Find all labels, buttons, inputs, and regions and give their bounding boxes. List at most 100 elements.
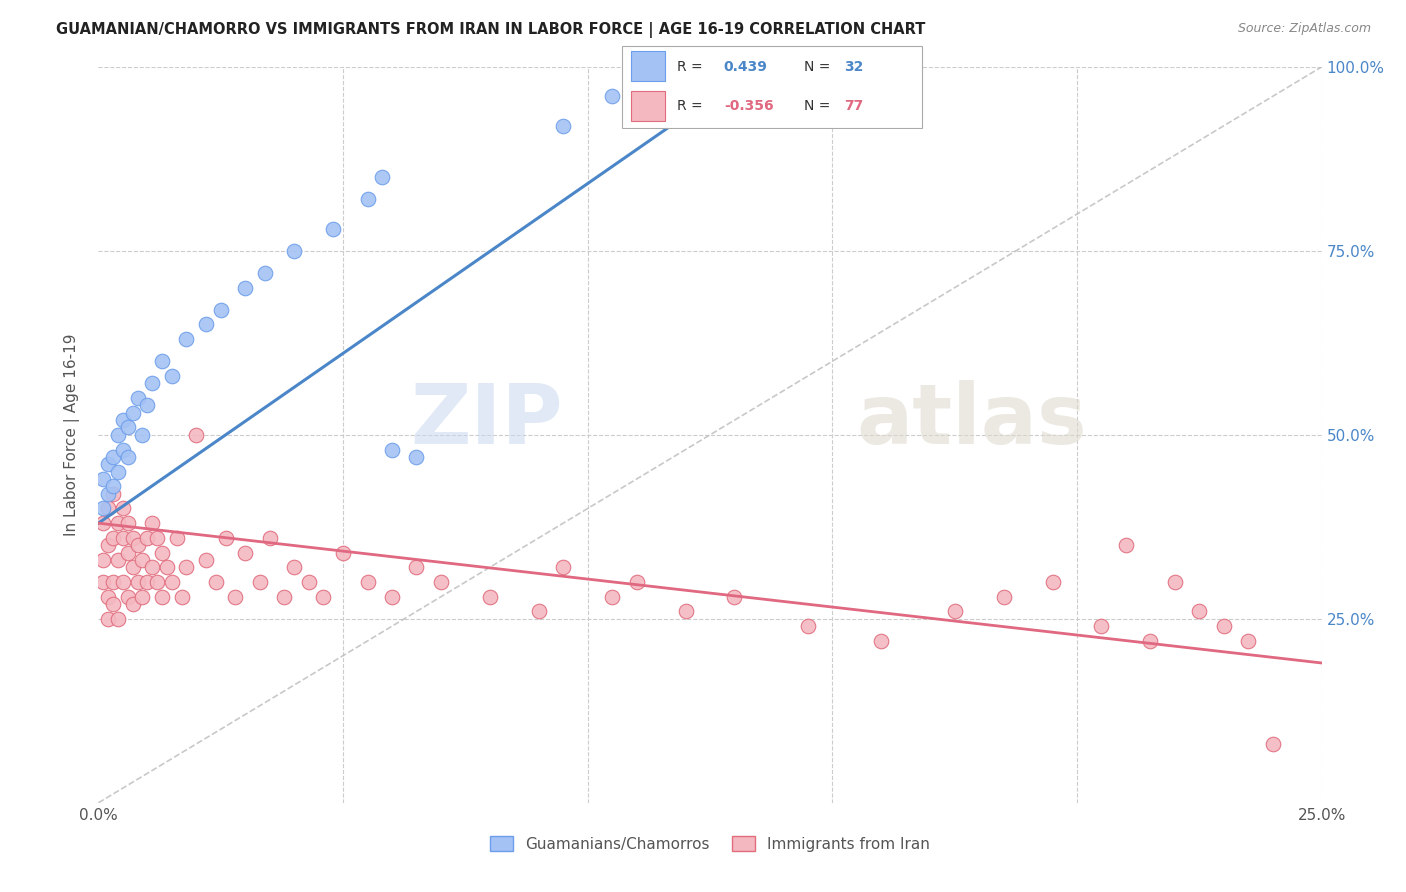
Point	[381, 590, 404, 604]
Text: -0.356: -0.356	[724, 100, 773, 113]
Point	[943, 605, 966, 619]
Point	[136, 531, 159, 545]
Point	[111, 413, 134, 427]
Text: 0.439: 0.439	[724, 60, 768, 74]
Point	[600, 590, 623, 604]
Point	[1164, 575, 1187, 590]
Point	[527, 605, 550, 619]
Point	[723, 590, 745, 604]
Point	[117, 590, 139, 604]
Point	[160, 575, 183, 590]
Point	[797, 619, 820, 633]
Point	[141, 376, 163, 391]
Point	[91, 553, 114, 567]
Text: GUAMANIAN/CHAMORRO VS IMMIGRANTS FROM IRAN IN LABOR FORCE | AGE 16-19 CORRELATIO: GUAMANIAN/CHAMORRO VS IMMIGRANTS FROM IR…	[56, 22, 925, 38]
Point	[101, 531, 124, 545]
Point	[209, 302, 232, 317]
Point	[111, 501, 134, 516]
Point	[97, 612, 120, 626]
Text: 32: 32	[845, 60, 863, 74]
Point	[91, 501, 114, 516]
FancyBboxPatch shape	[631, 52, 665, 81]
Point	[259, 531, 281, 545]
Point	[600, 89, 623, 103]
Point	[298, 575, 321, 590]
Point	[101, 479, 124, 493]
Point	[97, 538, 120, 552]
Point	[150, 545, 173, 560]
FancyBboxPatch shape	[631, 91, 665, 120]
Point	[273, 590, 295, 604]
Point	[160, 369, 183, 384]
Point	[127, 538, 149, 552]
Point	[107, 516, 129, 530]
Point	[626, 575, 648, 590]
Point	[1212, 619, 1234, 633]
Point	[283, 560, 305, 574]
Point	[127, 575, 149, 590]
Point	[224, 590, 246, 604]
Point	[553, 560, 575, 574]
Point	[675, 605, 697, 619]
Point	[1188, 605, 1211, 619]
Point	[1139, 633, 1161, 648]
Point	[150, 590, 173, 604]
Point	[1115, 538, 1137, 552]
Point	[141, 560, 163, 574]
Point	[371, 170, 394, 185]
Point	[111, 575, 134, 590]
Point	[312, 590, 335, 604]
Point	[107, 612, 129, 626]
Point	[214, 531, 236, 545]
Point	[1042, 575, 1064, 590]
Point	[117, 420, 139, 434]
Point	[121, 560, 143, 574]
Point	[150, 354, 173, 368]
Point	[127, 391, 149, 405]
Point	[233, 545, 256, 560]
Point	[121, 597, 143, 611]
Point	[249, 575, 271, 590]
Legend: Guamanians/Chamorros, Immigrants from Iran: Guamanians/Chamorros, Immigrants from Ir…	[484, 830, 936, 858]
Point	[166, 531, 188, 545]
Point	[156, 560, 179, 574]
FancyBboxPatch shape	[621, 46, 922, 128]
Point	[101, 450, 124, 464]
Point	[253, 266, 276, 280]
Point	[381, 442, 404, 457]
Point	[1090, 619, 1112, 633]
Point	[131, 553, 153, 567]
Point	[870, 633, 893, 648]
Point	[332, 545, 354, 560]
Point	[141, 516, 163, 530]
Point	[186, 427, 208, 442]
Point	[111, 442, 134, 457]
Point	[195, 318, 218, 332]
Point	[117, 516, 139, 530]
Point	[478, 590, 501, 604]
Text: N =: N =	[804, 60, 831, 74]
Point	[195, 553, 218, 567]
Point	[91, 516, 114, 530]
Point	[233, 281, 256, 295]
Point	[136, 575, 159, 590]
Point	[176, 332, 198, 346]
Point	[91, 472, 114, 486]
Point	[107, 465, 129, 479]
Point	[993, 590, 1015, 604]
Point	[111, 531, 134, 545]
Point	[283, 244, 305, 258]
Point	[553, 119, 575, 133]
Point	[91, 575, 114, 590]
Point	[405, 450, 427, 464]
Point	[131, 590, 153, 604]
Point	[121, 531, 143, 545]
Point	[356, 193, 378, 207]
Point	[131, 427, 153, 442]
Point	[1261, 737, 1284, 751]
Text: Source: ZipAtlas.com: Source: ZipAtlas.com	[1237, 22, 1371, 36]
Text: atlas: atlas	[856, 380, 1088, 460]
Point	[101, 597, 124, 611]
Point	[136, 398, 159, 412]
Text: R =: R =	[678, 60, 703, 74]
